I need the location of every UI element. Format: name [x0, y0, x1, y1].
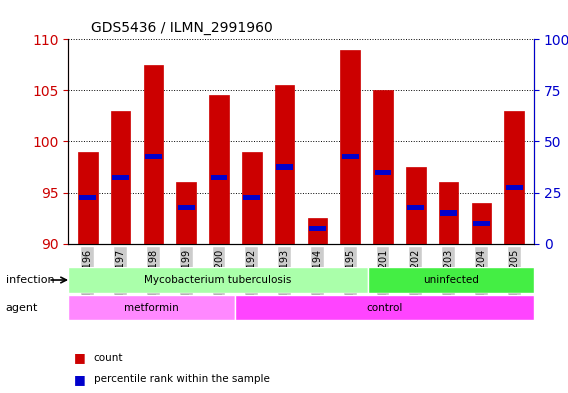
FancyBboxPatch shape	[367, 267, 534, 293]
Bar	[211, 174, 227, 180]
Bar	[407, 205, 424, 210]
Text: GSM1378200: GSM1378200	[214, 249, 224, 314]
Text: GSM1378201: GSM1378201	[378, 249, 388, 314]
Bar	[78, 152, 98, 244]
FancyBboxPatch shape	[68, 267, 367, 293]
Bar	[275, 85, 294, 244]
Bar	[242, 152, 262, 244]
Text: GSM1378204: GSM1378204	[477, 249, 486, 314]
Text: GSM1378193: GSM1378193	[279, 249, 290, 314]
Text: count: count	[94, 353, 123, 363]
Text: GSM1378194: GSM1378194	[312, 249, 323, 314]
Text: GSM1378195: GSM1378195	[345, 249, 355, 314]
Bar	[111, 111, 131, 244]
FancyBboxPatch shape	[235, 295, 534, 320]
Bar	[144, 65, 163, 244]
Text: uninfected: uninfected	[423, 275, 479, 285]
Text: GSM1378196: GSM1378196	[83, 249, 93, 314]
Bar	[439, 182, 458, 244]
Bar	[177, 182, 196, 244]
Bar	[473, 220, 490, 226]
Bar	[209, 95, 229, 244]
Bar	[406, 167, 425, 244]
Bar	[504, 111, 524, 244]
Bar	[506, 185, 523, 190]
Bar	[80, 195, 96, 200]
FancyBboxPatch shape	[68, 295, 235, 320]
Text: ■: ■	[74, 373, 86, 386]
Text: Mycobacterium tuberculosis: Mycobacterium tuberculosis	[144, 275, 291, 285]
Text: infection: infection	[6, 275, 55, 285]
Text: GSM1378199: GSM1378199	[181, 249, 191, 314]
Bar	[342, 154, 358, 159]
Text: control: control	[366, 303, 402, 312]
Text: GSM1378197: GSM1378197	[116, 249, 126, 314]
Bar	[178, 205, 195, 210]
Bar	[276, 164, 293, 169]
Bar	[375, 169, 391, 174]
Bar	[112, 174, 129, 180]
Text: ■: ■	[74, 351, 86, 364]
Text: GSM1378205: GSM1378205	[509, 249, 519, 314]
Bar	[308, 218, 327, 244]
Bar	[145, 154, 162, 159]
Text: GSM1378192: GSM1378192	[247, 249, 257, 314]
Text: GSM1378202: GSM1378202	[411, 249, 421, 314]
Bar	[340, 50, 360, 244]
Text: GSM1378203: GSM1378203	[444, 249, 454, 314]
Bar	[471, 203, 491, 244]
Bar	[440, 210, 457, 215]
Text: GDS5436 / ILMN_2991960: GDS5436 / ILMN_2991960	[91, 22, 273, 35]
Text: percentile rank within the sample: percentile rank within the sample	[94, 374, 270, 384]
Text: agent: agent	[6, 303, 38, 312]
Bar	[373, 90, 393, 244]
Bar	[309, 226, 326, 231]
Bar	[244, 195, 260, 200]
Text: GSM1378198: GSM1378198	[148, 249, 158, 314]
Text: metformin: metformin	[124, 303, 179, 312]
